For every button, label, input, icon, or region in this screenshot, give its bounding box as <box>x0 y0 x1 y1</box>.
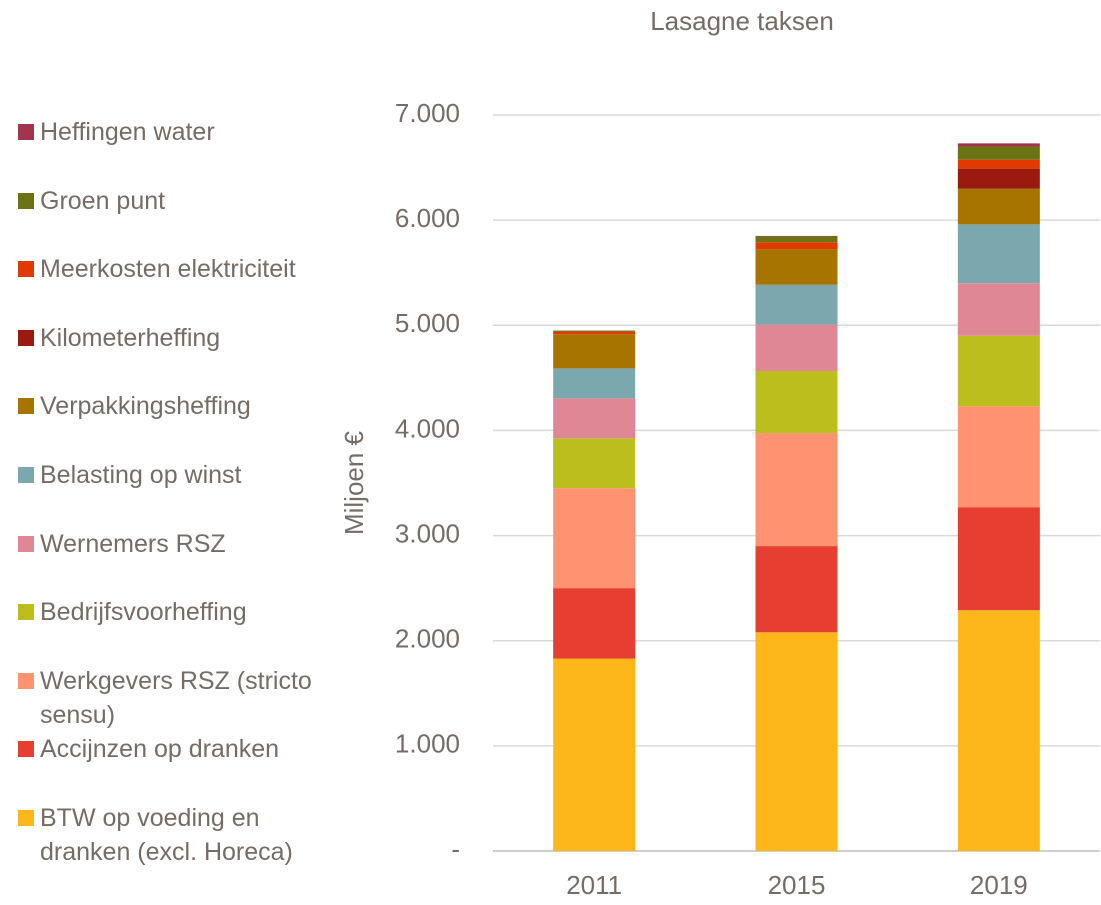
bar-segment <box>755 284 838 325</box>
legend-label: Verpakkingsheffing <box>40 392 251 421</box>
bar-segment <box>553 488 636 589</box>
y-tick-label: 7.000 <box>395 98 460 128</box>
legend-swatch <box>18 467 34 483</box>
bar-segment <box>957 143 1040 147</box>
bar-segment <box>755 249 838 285</box>
bar-segment <box>755 235 838 237</box>
y-tick-label: 4.000 <box>395 413 460 443</box>
legend-label: Accijnzen op dranken <box>40 735 280 764</box>
bar-segment <box>755 371 838 434</box>
legend-label: Heffingen water <box>40 118 215 146</box>
y-tick-label: 6.000 <box>395 203 460 233</box>
x-tick-label: 2015 <box>768 870 826 900</box>
bar-segment <box>755 324 838 372</box>
legend-swatch <box>18 124 34 140</box>
bar-segment <box>553 398 636 439</box>
bar-segment <box>553 330 636 332</box>
legend-swatch <box>18 535 34 552</box>
bar-segment <box>957 610 1040 851</box>
bar-segment <box>553 438 636 489</box>
legend-label: BTW op voeding en dranken (excl. Horeca) <box>40 804 293 866</box>
bar-segment <box>957 146 1040 160</box>
bar-segment <box>553 331 636 335</box>
bar-segment <box>553 334 636 369</box>
legend-label: Wernemers RSZ <box>40 529 226 558</box>
legend-label: Groen punt <box>40 186 166 215</box>
legend-swatch <box>18 329 34 346</box>
legend-label: Belasting op winst <box>40 461 242 489</box>
bar-segment <box>755 242 838 250</box>
y-tick-label: 1.000 <box>395 729 460 759</box>
bar-segment <box>755 236 838 243</box>
bar-segment <box>957 159 1040 169</box>
legend-label: Bedrijfsvoorheffing <box>40 598 247 627</box>
bar-segment <box>957 188 1040 225</box>
bar-segment <box>553 588 636 659</box>
chart-title: Lasagne taksen <box>650 6 834 36</box>
y-tick-label: 2.000 <box>395 624 460 654</box>
legend-label: Werkgevers RSZ (stricto sensu) <box>40 666 312 729</box>
bar-segment <box>755 433 838 547</box>
bar-segment <box>553 368 636 399</box>
legend-swatch <box>18 604 34 621</box>
bar-segment <box>957 168 1040 189</box>
bar-segment <box>957 406 1040 508</box>
x-tick-label: 2019 <box>970 870 1028 900</box>
bar-segment <box>957 283 1040 336</box>
legend-label: Meerkosten elektriciteit <box>40 255 296 284</box>
legend-swatch <box>18 261 34 278</box>
legend-swatch <box>18 192 34 209</box>
y-tick-label: 3.000 <box>395 518 460 548</box>
bar-segment <box>755 546 838 633</box>
bar-segment <box>957 507 1040 611</box>
x-tick-label: 2011 <box>566 870 622 900</box>
bar-segment <box>957 335 1040 407</box>
legend-swatch <box>18 810 34 826</box>
y-axis-label: Miljoen € <box>339 430 369 535</box>
legend-swatch <box>18 741 34 758</box>
bar-segment <box>755 632 838 851</box>
bar-segment <box>553 658 636 851</box>
legend-label: Kilometerheffing <box>40 323 221 352</box>
y-tick-label: 5.000 <box>395 308 460 338</box>
bar-segment <box>957 224 1040 284</box>
legend-swatch <box>18 672 34 689</box>
y-tick-label: - <box>451 834 460 864</box>
legend-swatch <box>18 398 34 415</box>
